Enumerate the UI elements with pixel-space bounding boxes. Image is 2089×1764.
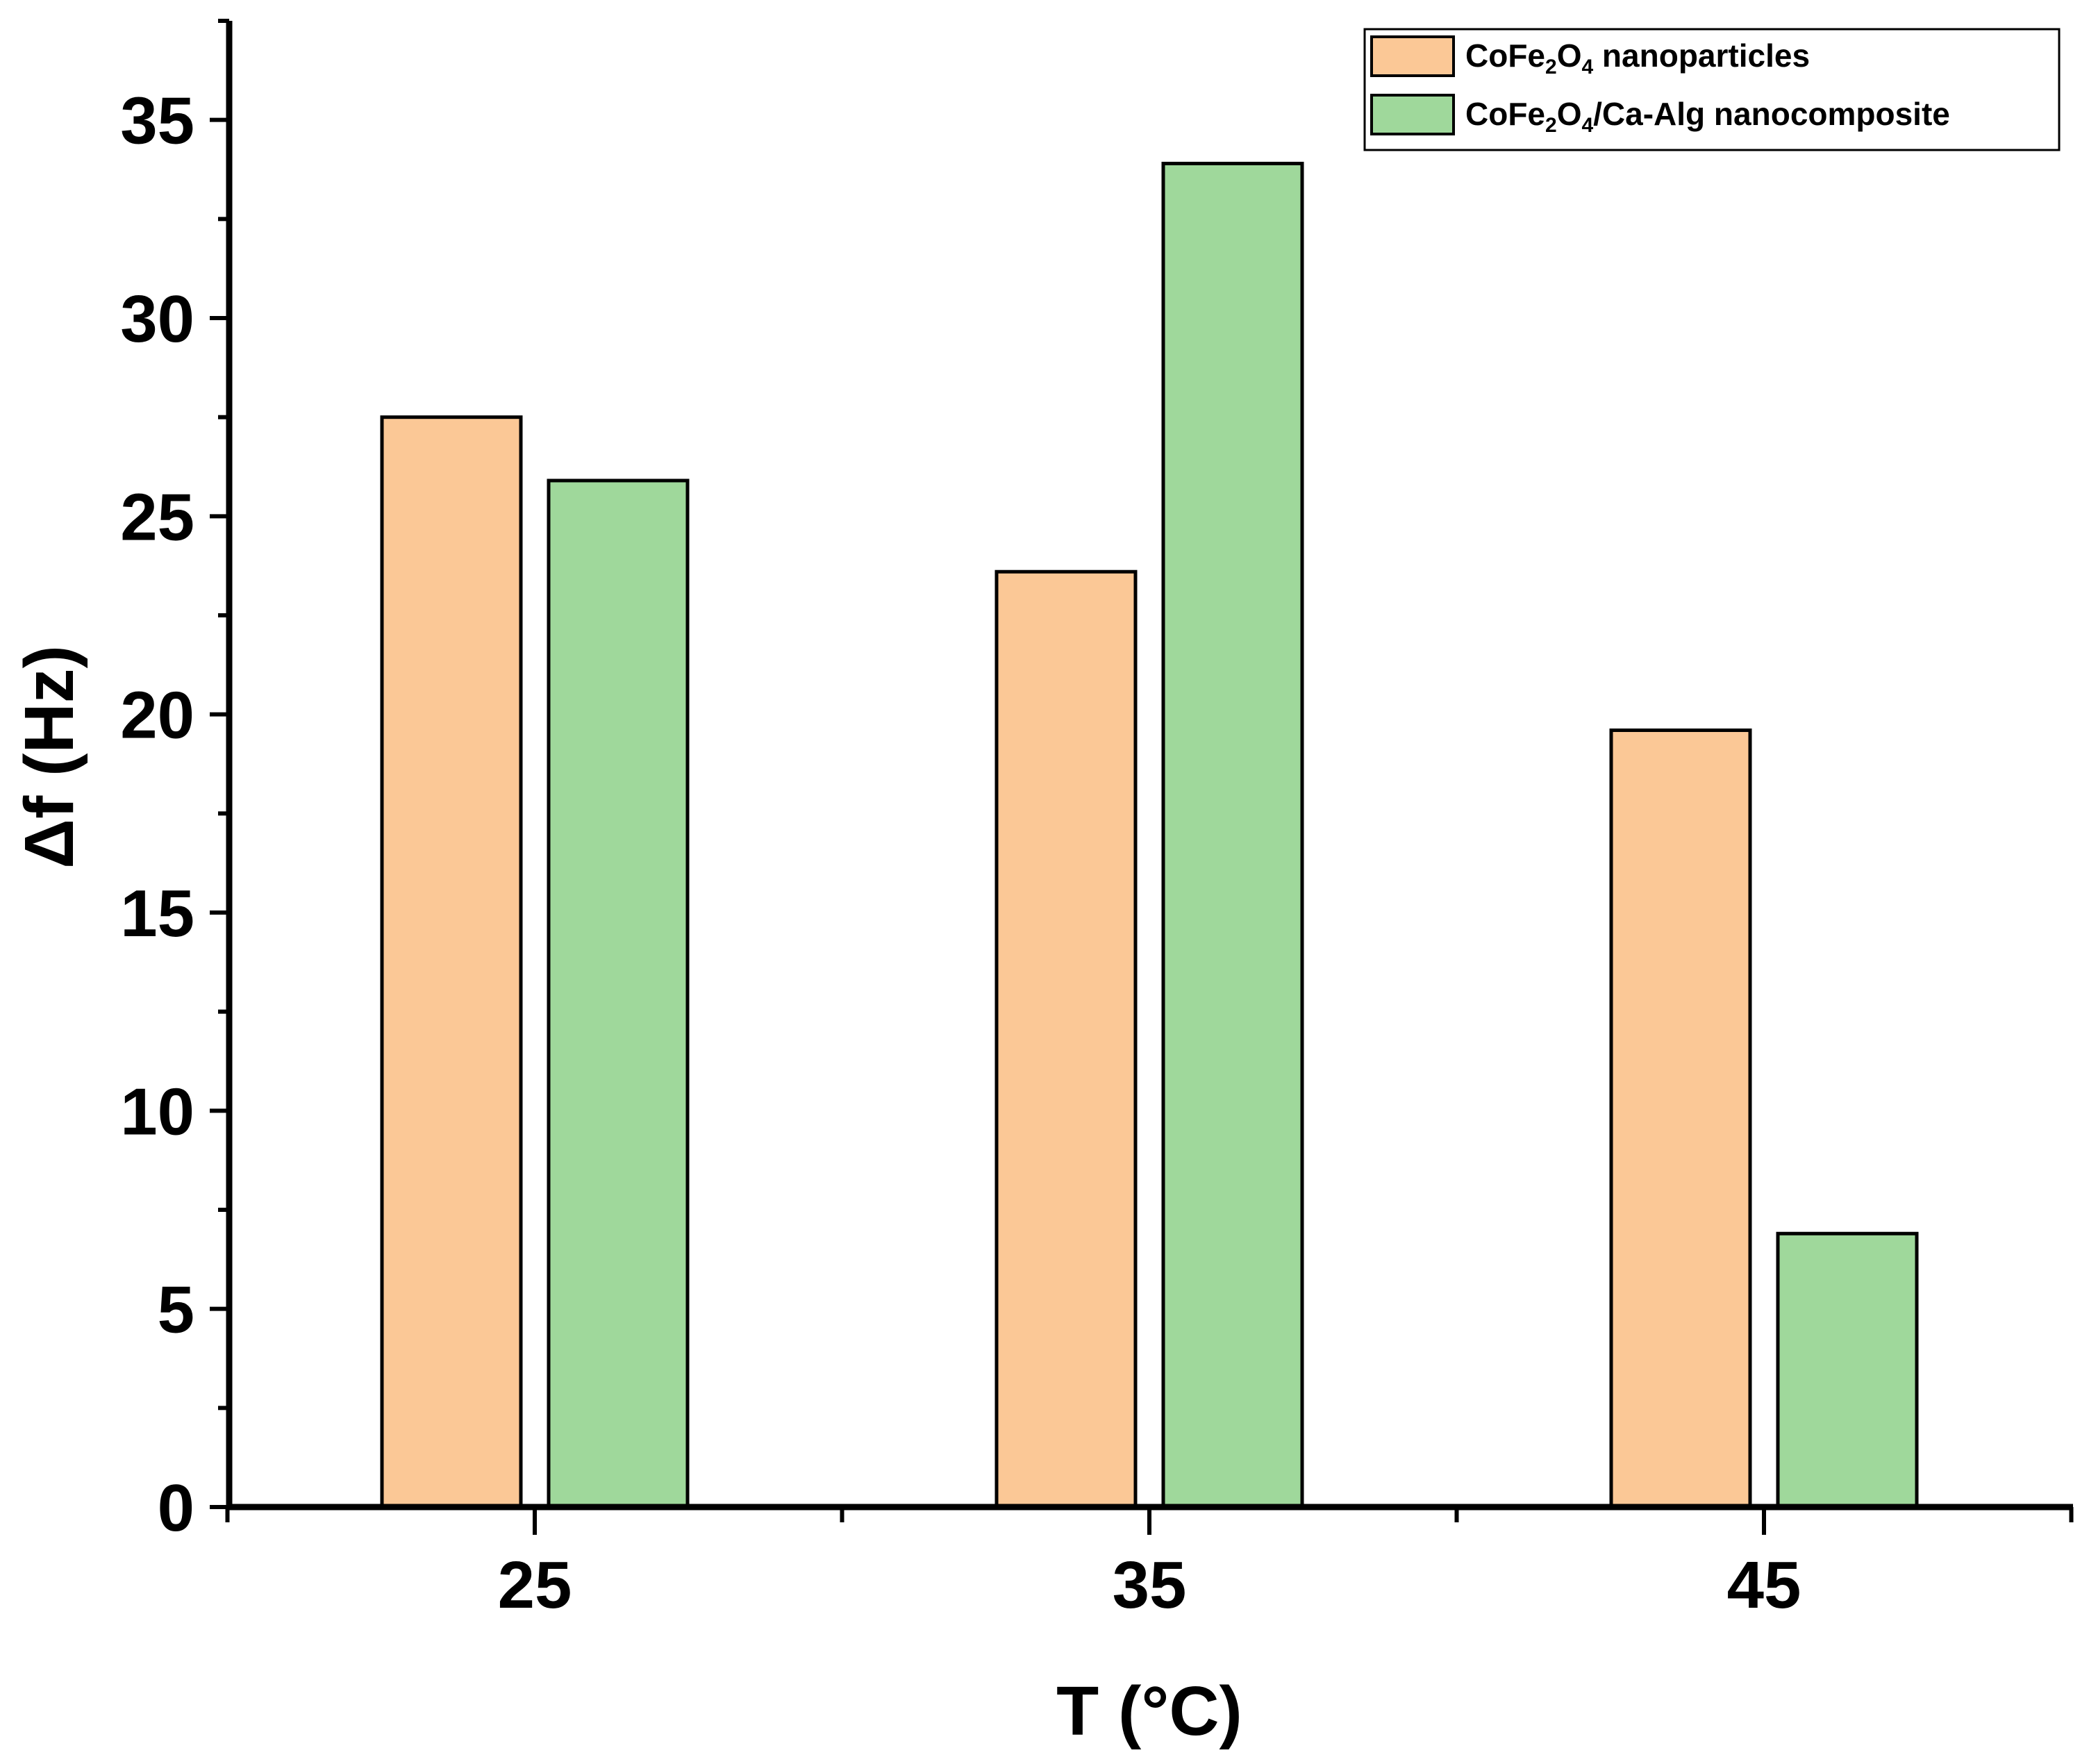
y-tick-label: 30 <box>120 282 194 356</box>
legend-swatch-2 <box>1370 94 1455 135</box>
bar-series-2-35 <box>1161 161 1304 1509</box>
bar-series-1-25 <box>380 415 523 1509</box>
bar-series-1-35 <box>994 569 1138 1509</box>
labels-layer: T (°C) Δf (Hz) <box>10 645 1242 1750</box>
legend-label-2: CoFe2O4/Ca-Alg nanocomposite <box>1465 96 1950 137</box>
y-tick-label: 25 <box>120 480 194 554</box>
axes-layer: 0 5 10 15 20 25 30 35 25 35 45 <box>120 19 2074 1622</box>
y-tick-label: 10 <box>120 1074 194 1149</box>
y-axis-label: Δf (Hz) <box>10 645 88 869</box>
legend-box <box>1363 28 2061 151</box>
legend-label-1: CoFe2O4 nanoparticles <box>1465 38 1810 78</box>
x-axis-label: T (°C) <box>1056 1672 1242 1750</box>
legend-swatch-1 <box>1370 35 1455 77</box>
y-tick-label: 35 <box>120 84 194 158</box>
y-tick-label: 15 <box>120 876 194 951</box>
y-tick-label: 5 <box>158 1273 194 1347</box>
legend: CoFe2O4 nanoparticles CoFe2O4/Ca-Alg nano… <box>1363 28 2061 151</box>
x-tick-label: 25 <box>498 1548 572 1622</box>
bar-series-2-45 <box>1776 1231 1919 1509</box>
x-tick-label: 45 <box>1727 1548 1801 1622</box>
y-tick-label: 0 <box>158 1471 194 1545</box>
y-tick-label: 20 <box>120 679 194 753</box>
bar-series-1-45 <box>1609 728 1752 1509</box>
bars-layer <box>380 161 1919 1509</box>
bar-series-2-25 <box>547 479 690 1509</box>
x-tick-label: 35 <box>1113 1548 1187 1622</box>
